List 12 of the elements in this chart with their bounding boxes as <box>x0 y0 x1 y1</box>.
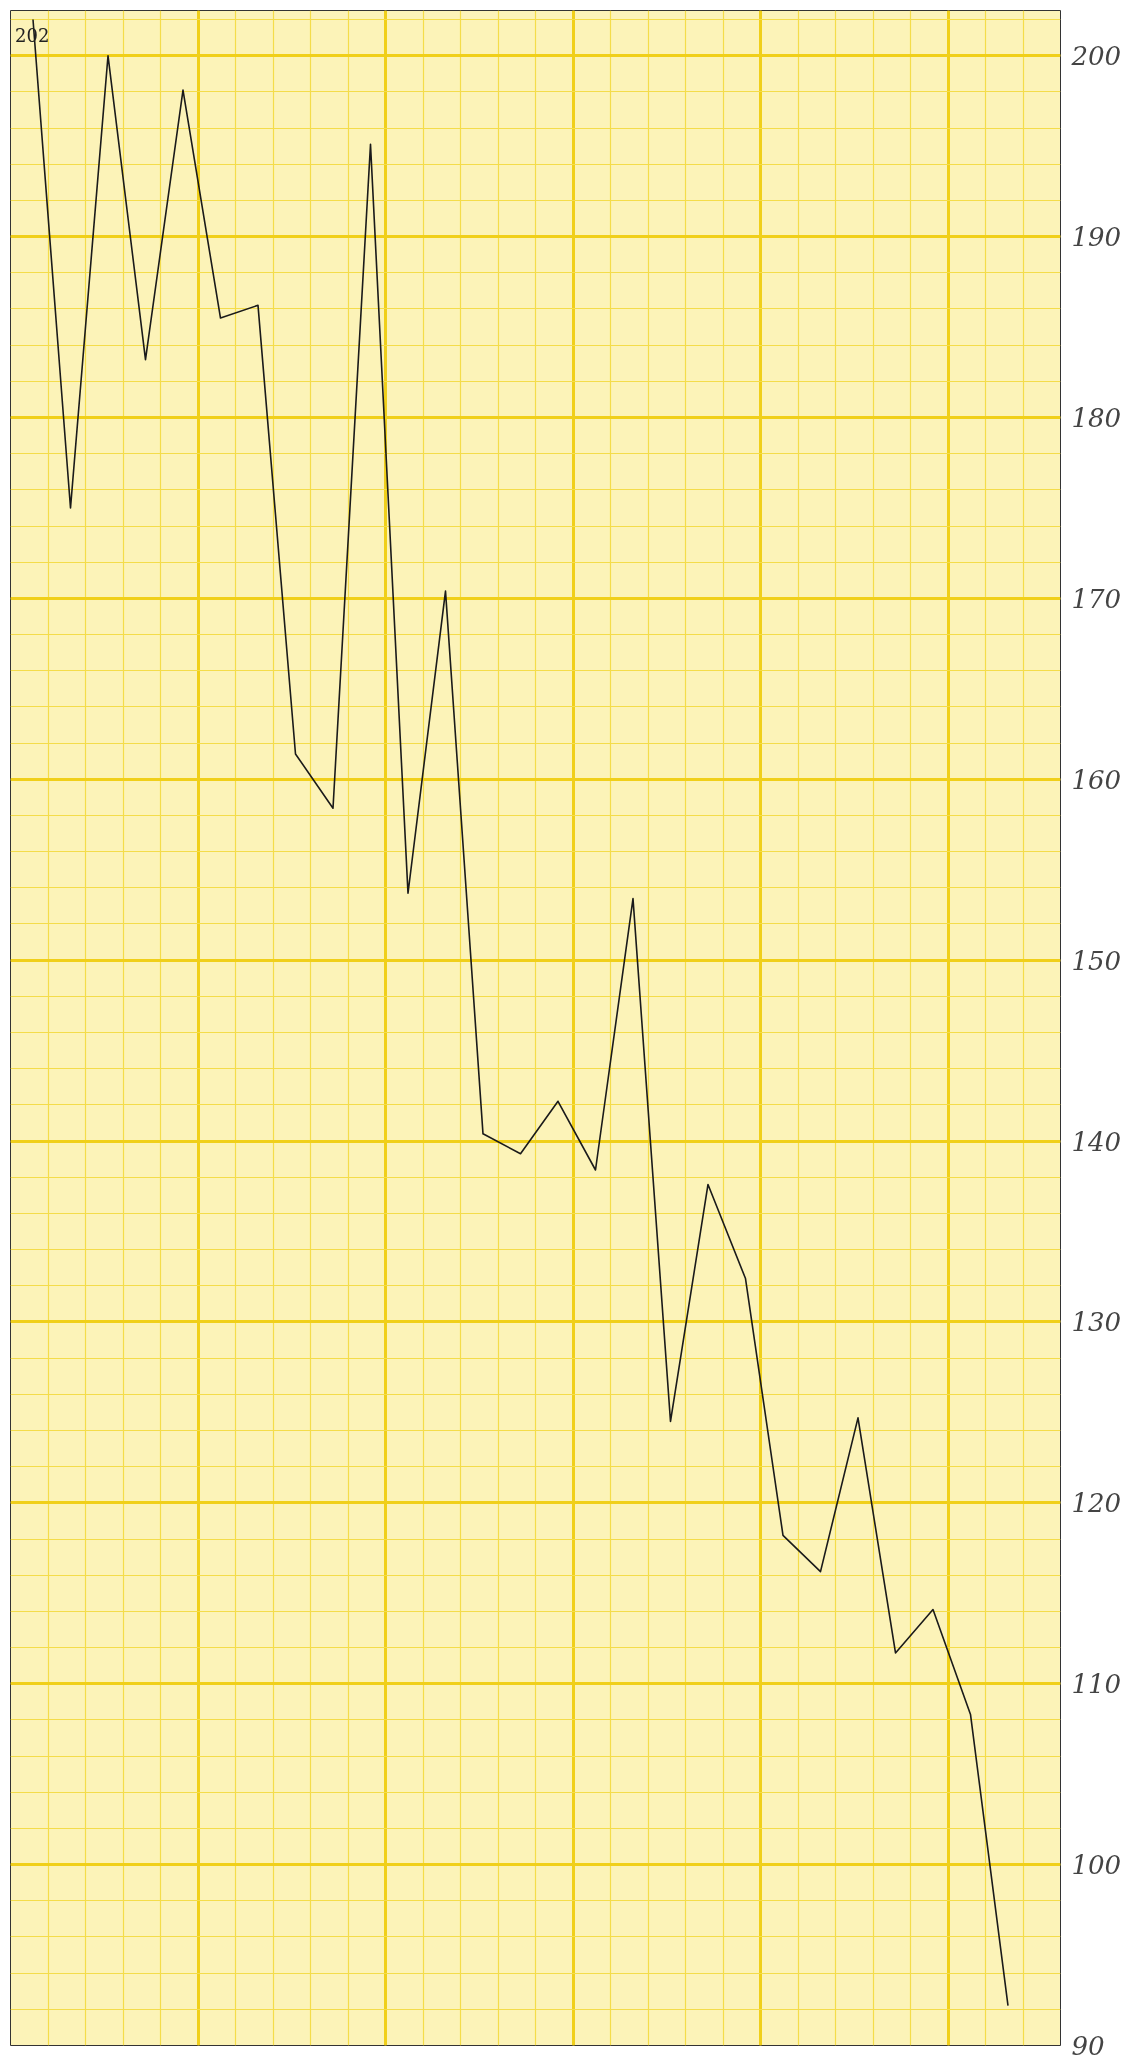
y-tick-label: 160 <box>1071 764 1122 795</box>
y-tick-label: 190 <box>1071 222 1122 253</box>
y-tick-label: 130 <box>1071 1307 1122 1338</box>
y-tick-label: 120 <box>1071 1488 1122 1519</box>
y-tick-label: 110 <box>1071 1669 1122 1700</box>
y-tick-label: 200 <box>1070 41 1122 72</box>
y-tick-label: 170 <box>1071 583 1122 614</box>
y-tick-label: 180 <box>1071 403 1122 433</box>
y-tick-label: 140 <box>1071 1126 1122 1157</box>
y-tick-label: 150 <box>1071 945 1122 976</box>
y-tick-label: 100 <box>1071 1850 1122 1881</box>
y-tick-label: 90 <box>1071 2031 1105 2061</box>
